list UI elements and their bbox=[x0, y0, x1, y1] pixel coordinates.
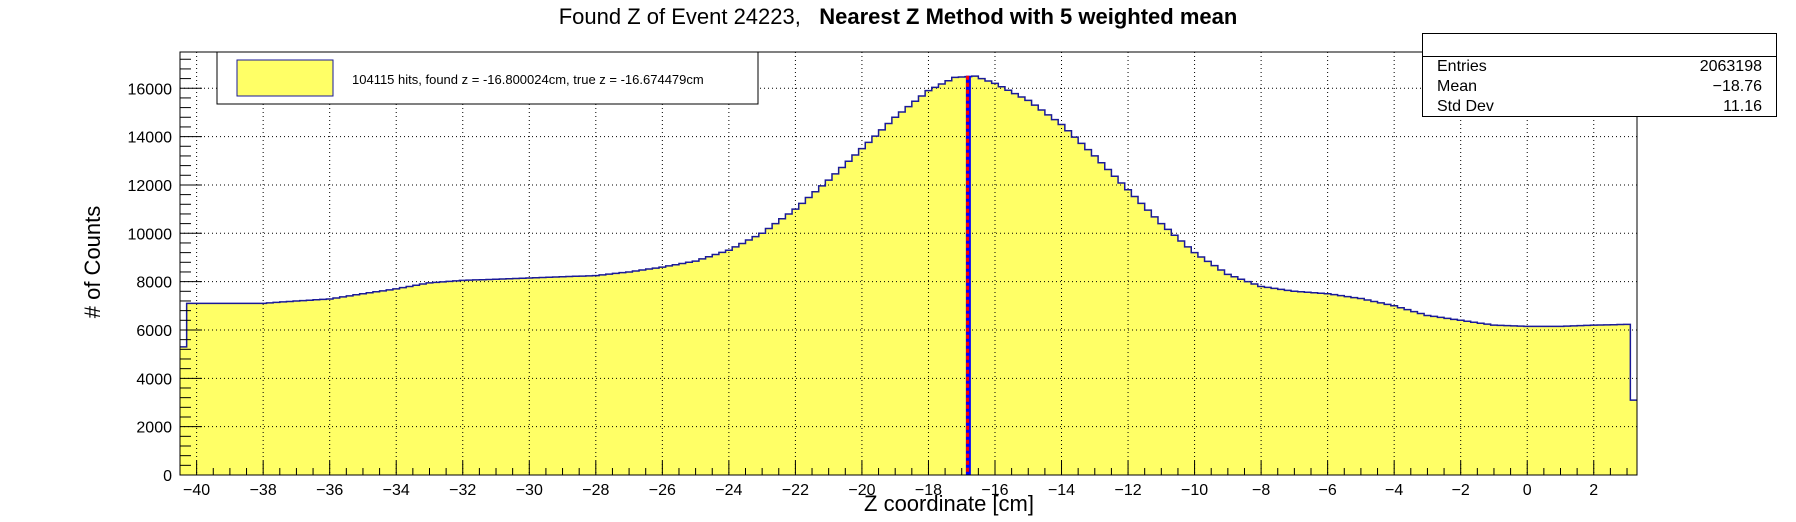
x-tick-label: −38 bbox=[250, 482, 277, 499]
x-tick-label: −32 bbox=[449, 482, 476, 499]
y-tick-label: 14000 bbox=[128, 130, 173, 147]
chart-title-bold: Nearest Z Method with 5 weighted mean bbox=[819, 4, 1238, 29]
x-tick-label: −36 bbox=[316, 482, 343, 499]
x-tick-label: −28 bbox=[582, 482, 609, 499]
stats-value: 11.16 bbox=[1723, 98, 1762, 115]
legend-swatch bbox=[236, 59, 334, 97]
y-tick-label: 16000 bbox=[128, 81, 173, 98]
x-tick-label: 2 bbox=[1589, 482, 1598, 499]
stats-box-header bbox=[1423, 34, 1776, 57]
x-tick-label: −14 bbox=[1048, 482, 1075, 499]
x-tick-label: −40 bbox=[183, 482, 210, 499]
x-tick-label: −12 bbox=[1114, 482, 1141, 499]
stats-row-stddev: Std Dev 11.16 bbox=[1423, 97, 1776, 117]
x-tick-label: −2 bbox=[1452, 482, 1470, 499]
x-tick-label: −4 bbox=[1385, 482, 1403, 499]
x-tick-label: −6 bbox=[1319, 482, 1337, 499]
histogram-fill bbox=[180, 76, 1637, 476]
stats-box: Entries 2063198 Mean −18.76 Std Dev 11.1… bbox=[1422, 33, 1777, 117]
y-axis-label: # of Counts bbox=[80, 206, 105, 319]
x-tick-label: −18 bbox=[915, 482, 942, 499]
x-tick-label: −24 bbox=[715, 482, 742, 499]
y-tick-label: 10000 bbox=[128, 226, 173, 243]
stats-value: 2063198 bbox=[1699, 58, 1762, 75]
chart-title: Found Z of Event 24223, Nearest Z Method… bbox=[0, 4, 1796, 30]
stats-row-mean: Mean −18.76 bbox=[1423, 77, 1776, 97]
histogram-outline bbox=[180, 75, 1637, 401]
y-tick-label: 6000 bbox=[136, 323, 172, 340]
y-tick-label: 4000 bbox=[136, 371, 172, 388]
stats-label: Std Dev bbox=[1437, 98, 1494, 115]
y-tick-label: 2000 bbox=[136, 420, 172, 437]
x-tick-label: 0 bbox=[1523, 482, 1532, 499]
stats-label: Entries bbox=[1437, 58, 1487, 75]
x-tick-label: −26 bbox=[649, 482, 676, 499]
plot-frame bbox=[179, 51, 1638, 476]
x-tick-label: −10 bbox=[1181, 482, 1208, 499]
stats-value: −18.76 bbox=[1712, 78, 1762, 95]
legend-entry: 104115 hits, found z = -16.800024cm, tru… bbox=[352, 72, 704, 87]
stats-row-entries: Entries 2063198 bbox=[1423, 57, 1776, 77]
stats-label: Mean bbox=[1437, 78, 1478, 95]
x-tick-label: −22 bbox=[782, 482, 809, 499]
y-tick-label: 8000 bbox=[136, 275, 172, 292]
x-tick-label: −20 bbox=[848, 482, 875, 499]
x-tick-label: −16 bbox=[981, 482, 1008, 499]
x-tick-label: −34 bbox=[383, 482, 410, 499]
x-tick-label: −30 bbox=[516, 482, 543, 499]
y-tick-label: 12000 bbox=[128, 178, 173, 195]
x-tick-label: −8 bbox=[1252, 482, 1270, 499]
y-tick-label: 0 bbox=[163, 468, 172, 485]
chart-title-normal: Found Z of Event 24223, bbox=[558, 4, 801, 29]
x-axis-label: Z coordinate [cm] bbox=[864, 491, 1034, 516]
